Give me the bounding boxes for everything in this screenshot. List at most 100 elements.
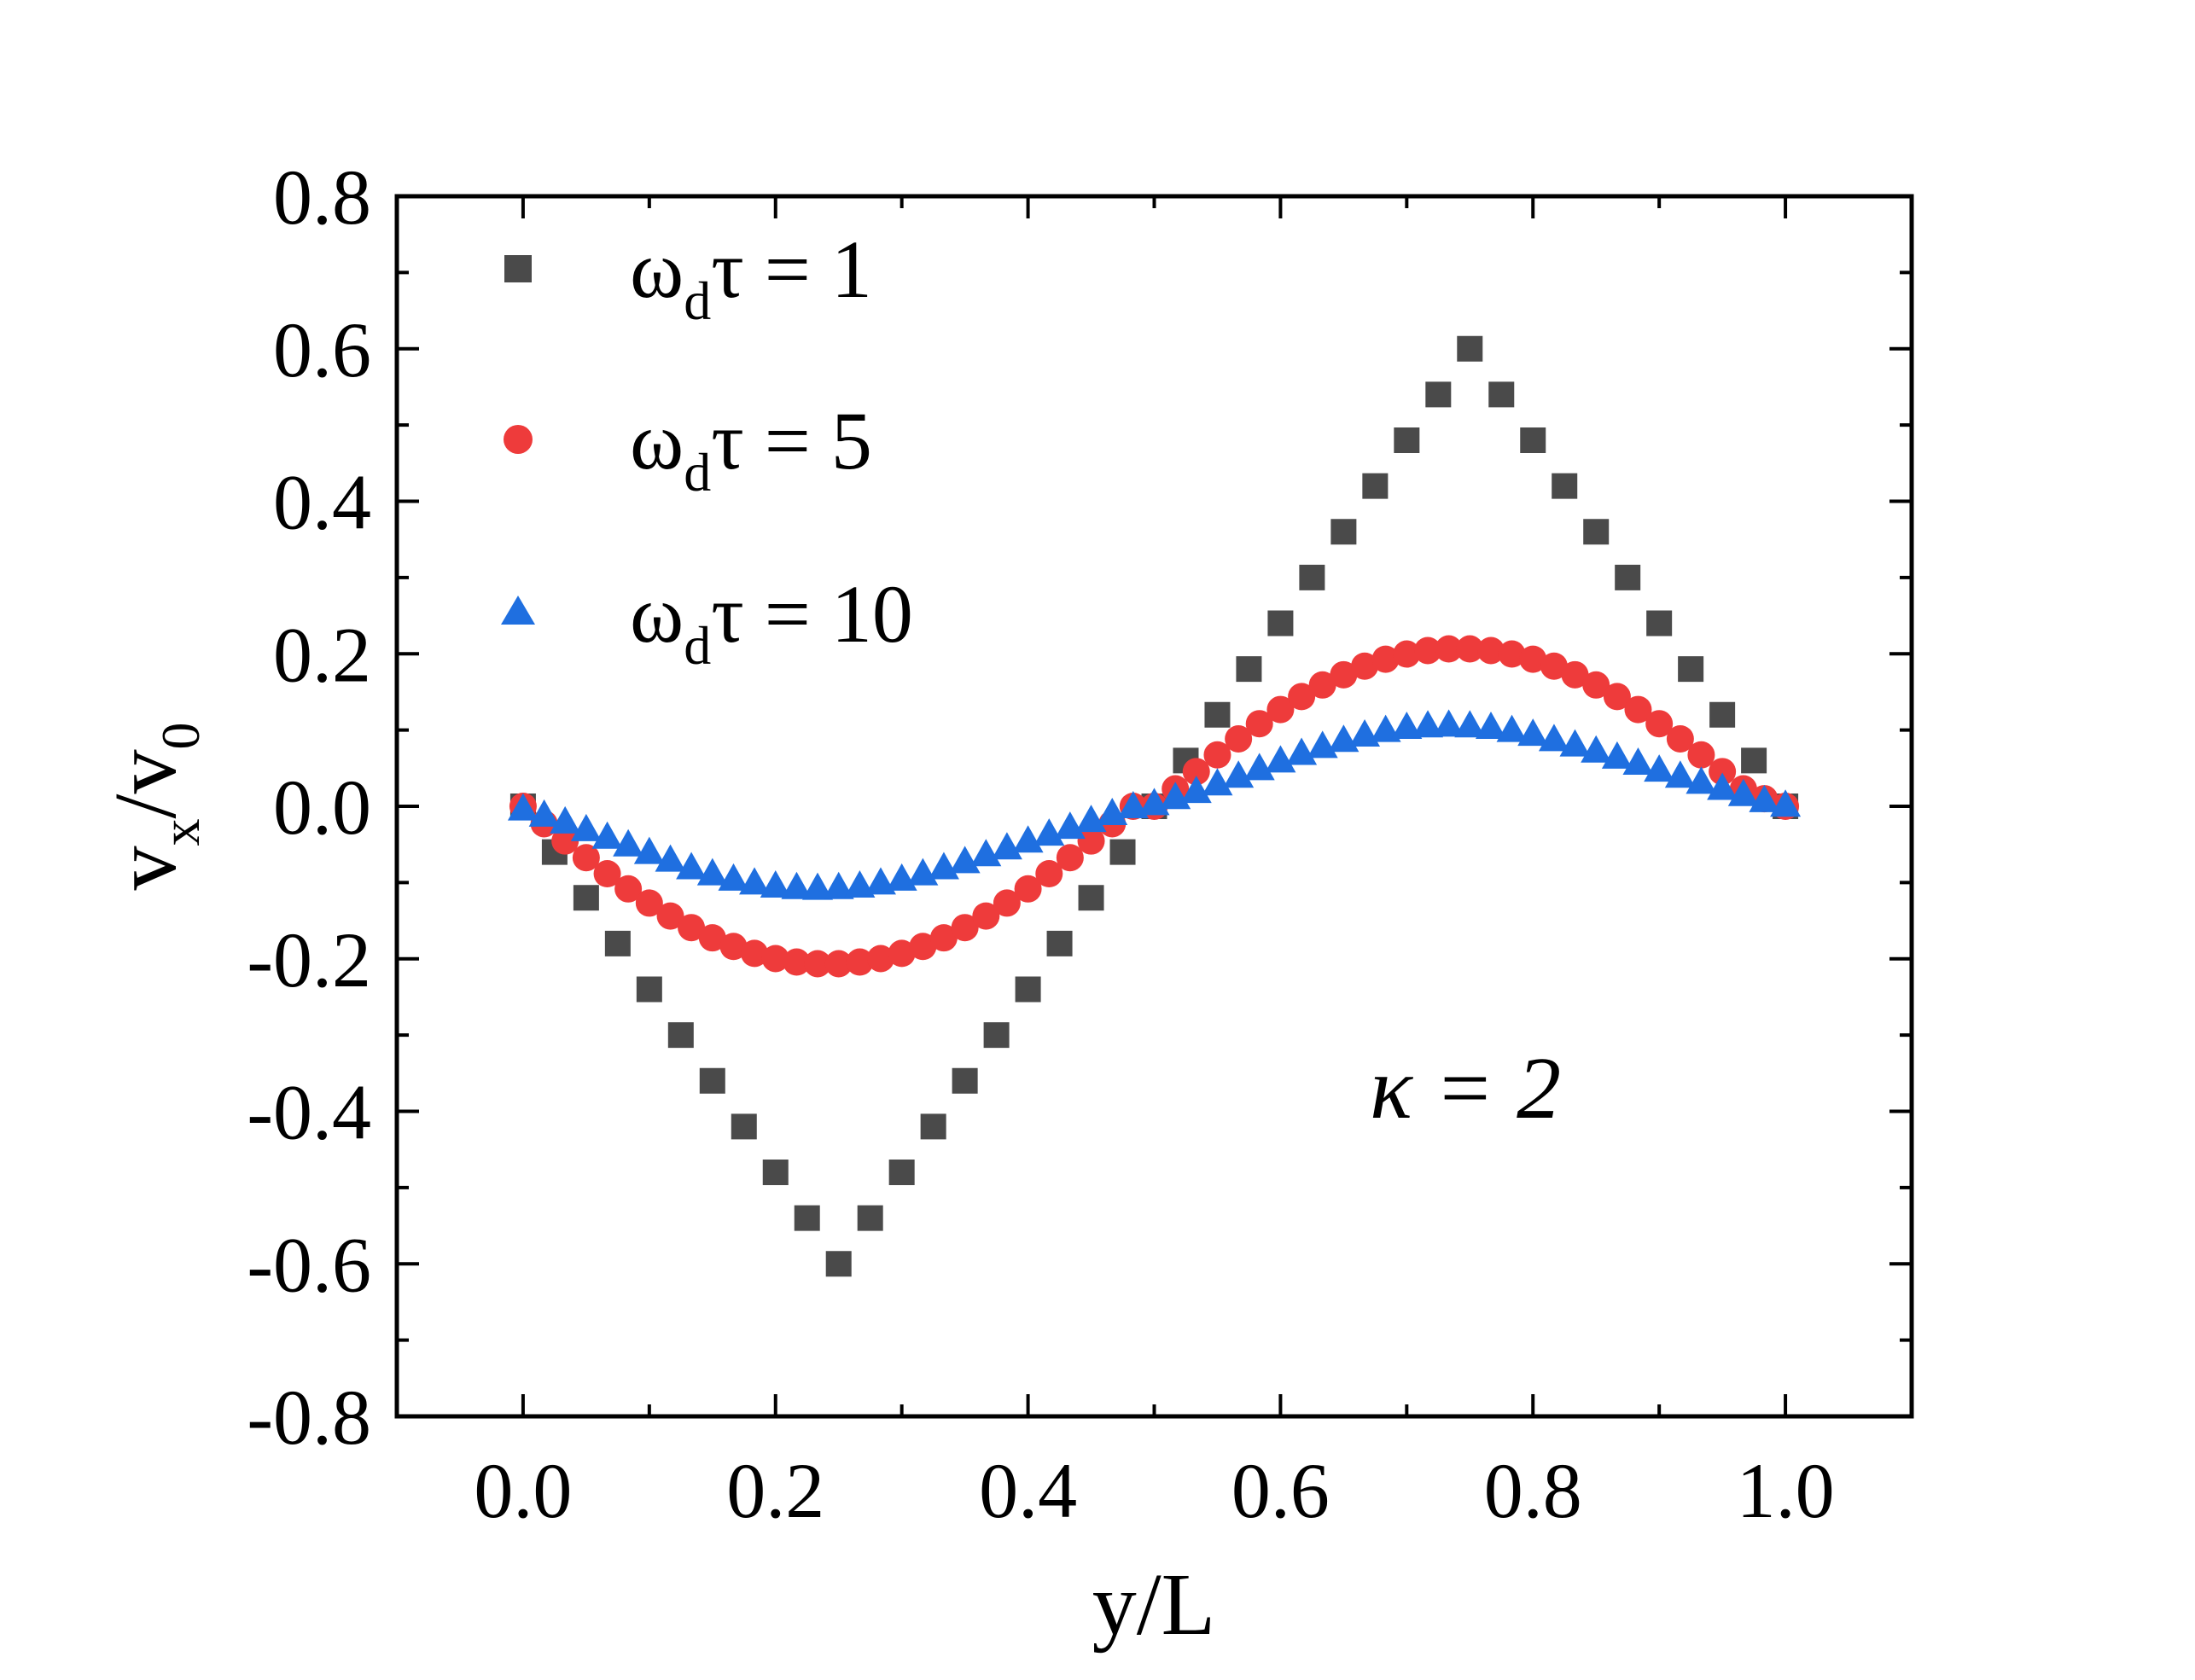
data-point-triangle [1686, 766, 1717, 794]
data-point-circle [1203, 741, 1231, 769]
data-point-square [1457, 335, 1483, 362]
data-point-triangle [1097, 798, 1128, 826]
data-point-square [794, 1205, 820, 1231]
data-point-triangle [802, 872, 834, 900]
data-point-triangle [1454, 710, 1486, 738]
data-point-triangle [1243, 753, 1275, 781]
data-point-square [983, 1022, 1010, 1049]
x-tick-label: 0.4 [979, 1447, 1077, 1534]
data-point-circle [1393, 640, 1421, 668]
data-point-circle [1540, 652, 1568, 680]
data-point-circle [678, 914, 706, 942]
data-point-triangle [1265, 745, 1296, 773]
y-tick-label: -0.4 [247, 1069, 371, 1156]
y-tick-label: -0.6 [247, 1221, 371, 1308]
legend-label-series-1: ωdτ = 1 [630, 224, 872, 331]
y-axis-title: vx/v0 [96, 723, 211, 891]
data-point-square [1741, 747, 1767, 774]
data-point-square [888, 1160, 915, 1185]
legend: ωdτ = 1 ωdτ = 5 ωdτ = 10 [501, 224, 913, 676]
data-point-square [604, 930, 631, 956]
data-point-circle [1266, 695, 1295, 724]
x-tick-label: 0.2 [726, 1447, 824, 1534]
data-point-triangle [1538, 724, 1569, 752]
data-point-triangle [655, 844, 686, 872]
x-tick-label: 0.0 [474, 1447, 572, 1534]
legend-marker-circle [504, 425, 533, 454]
data-point-triangle [1601, 741, 1633, 769]
data-point-square [573, 885, 599, 911]
data-point-circle [993, 889, 1021, 917]
data-point-circle [1476, 637, 1505, 665]
data-point-triangle [550, 805, 581, 834]
data-point-circle [741, 939, 769, 968]
data-series [507, 335, 1802, 1277]
y-axis-title-main: v [96, 846, 195, 890]
data-point-circle [1666, 724, 1694, 753]
data-point-triangle [1180, 776, 1212, 804]
data-point-circle [614, 875, 643, 903]
y-axis-title-sub-x: x [150, 818, 211, 846]
data-point-circle [1645, 710, 1674, 738]
data-point-circle [866, 945, 894, 973]
data-point-triangle [1033, 818, 1065, 846]
data-point-triangle [1412, 710, 1444, 738]
data-point-triangle [1475, 712, 1506, 740]
data-point-triangle [991, 832, 1022, 860]
data-point-triangle [1202, 768, 1233, 796]
data-point-square [1267, 610, 1294, 637]
legend-label-series-3: ωdτ = 10 [630, 568, 913, 676]
data-point-triangle [1370, 714, 1401, 742]
data-point-circle [909, 933, 937, 961]
data-point-triangle [823, 871, 854, 899]
data-point-circle [951, 914, 979, 942]
data-point-square [1709, 701, 1736, 728]
data-point-circle [1245, 710, 1273, 738]
data-point-triangle [1433, 709, 1464, 737]
data-point-triangle [1496, 714, 1528, 742]
data-point-circle [1056, 844, 1084, 872]
data-point-square [1362, 473, 1389, 499]
data-point-circle [929, 924, 958, 952]
x-tick-label: 1.0 [1737, 1447, 1835, 1534]
data-point-circle [593, 860, 621, 888]
data-point-square [952, 1067, 978, 1094]
data-point-circle [1330, 660, 1358, 689]
x-axis-title: y/L [1092, 1555, 1215, 1654]
data-point-circle [972, 902, 1000, 930]
data-point-circle [656, 902, 684, 930]
data-point-square [1109, 839, 1136, 865]
data-point-triangle [760, 869, 791, 898]
y-tick-label: 0.8 [273, 154, 371, 241]
data-point-triangle [570, 813, 602, 841]
legend-marker-square [504, 255, 532, 282]
data-point-circle [888, 939, 916, 968]
data-point-triangle [781, 871, 812, 899]
data-point-triangle [1644, 754, 1675, 782]
data-point-circle [1561, 660, 1589, 689]
data-point-circle [1709, 758, 1737, 786]
data-point-circle [1498, 640, 1526, 668]
data-point-square [825, 1251, 852, 1277]
data-point-circle [1371, 645, 1400, 673]
data-point-circle [1582, 671, 1610, 699]
data-point-square [636, 976, 662, 1003]
data-point-triangle [1075, 805, 1107, 833]
y-tick-label: 0.4 [273, 459, 371, 546]
data-point-triangle [1727, 778, 1759, 806]
data-point-circle [804, 950, 832, 978]
y-tick-label: 0.0 [273, 764, 371, 851]
data-point-triangle [1707, 772, 1738, 800]
data-point-square [920, 1113, 946, 1140]
data-point-triangle [1286, 737, 1318, 765]
x-tick-label: 0.8 [1484, 1447, 1582, 1534]
data-point-circle [1456, 635, 1484, 663]
data-point-triangle [1054, 811, 1086, 840]
data-point-triangle [528, 799, 560, 827]
data-point-triangle [1012, 825, 1044, 853]
data-point-triangle [844, 869, 876, 898]
data-point-circle [846, 948, 874, 976]
data-point-circle [1014, 875, 1042, 903]
y-axis-title-sub-0: 0 [150, 723, 211, 750]
data-point-triangle [676, 852, 707, 880]
